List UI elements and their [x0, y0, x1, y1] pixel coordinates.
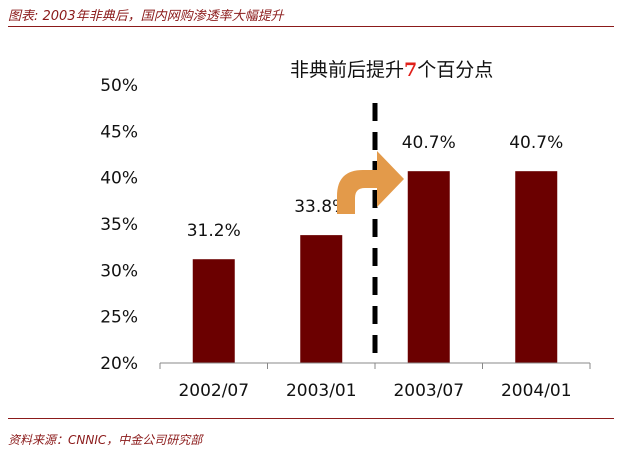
bar-chart: 20% 25% 30% 35% 40% 45% 50% 2002/07 2003/01 2003… [100, 59, 591, 401]
data-label: 40.7% [509, 133, 563, 153]
y-tick-label: 25% [100, 308, 138, 328]
bar [515, 171, 558, 363]
y-tick-label: 50% [100, 76, 138, 96]
x-tick-label: 2004/01 [501, 381, 572, 401]
annotation-prefix: 非典前后提升 [290, 59, 404, 81]
curved-right-arrow-icon [337, 151, 404, 214]
y-tick-label: 35% [100, 215, 138, 235]
annotation-highlight: 7 [404, 59, 417, 81]
x-tick-label: 2002/07 [178, 381, 249, 401]
annotation-text: 非典前后提升7个百分点 [290, 59, 493, 81]
x-axis [159, 362, 591, 369]
source-note: 资料来源：CNNIC，中金公司研究部 [8, 433, 203, 447]
y-tick-label: 30% [100, 261, 138, 281]
data-label: 33.8% [294, 197, 348, 217]
x-axis-ticks: 2002/07 2003/01 2003/07 2004/01 [178, 381, 571, 401]
y-tick-label: 45% [100, 122, 138, 142]
x-tick-label: 2003/01 [286, 381, 357, 401]
bottom-rule [8, 418, 614, 419]
data-label: 31.2% [187, 221, 241, 241]
top-rule [8, 26, 614, 27]
figure-title: 图表: 2003年非典后，国内网购渗透率大幅提升 [8, 9, 284, 24]
annotation-suffix: 个百分点 [417, 59, 493, 81]
data-labels: 31.2% 33.8% 40.7% 40.7% [187, 133, 564, 241]
bars [192, 171, 558, 363]
bar [300, 235, 343, 363]
x-tick-label: 2003/07 [393, 381, 464, 401]
y-tick-label: 20% [100, 354, 138, 374]
y-tick-label: 40% [100, 169, 138, 189]
bar [192, 259, 235, 363]
data-label: 40.7% [402, 133, 456, 153]
bar [407, 171, 450, 363]
y-axis-ticks: 20% 25% 30% 35% 40% 45% 50% [100, 76, 138, 374]
